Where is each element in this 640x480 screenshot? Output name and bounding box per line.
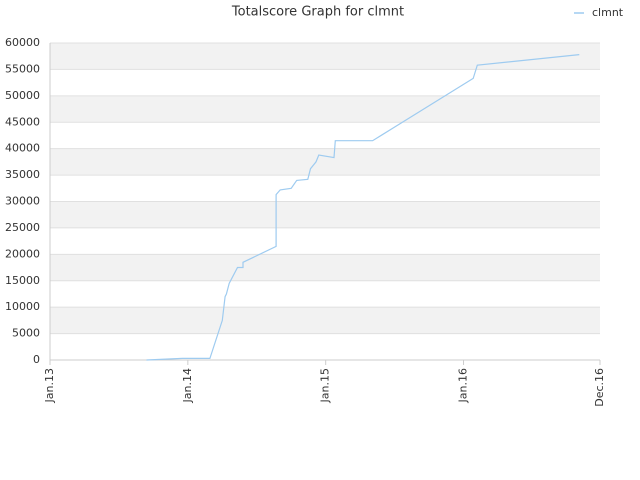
- grid-band: [50, 280, 600, 308]
- grid-band: [50, 95, 600, 123]
- y-tick-label: 0: [33, 353, 40, 366]
- y-tick-label: 15000: [5, 274, 40, 287]
- grid-band: [50, 254, 600, 281]
- y-tick-label: 40000: [5, 142, 40, 155]
- legend-label: clmnt: [592, 6, 624, 19]
- chart-title: Totalscore Graph for clmnt: [231, 5, 404, 20]
- grid-band: [50, 333, 600, 360]
- grid-band: [50, 43, 600, 70]
- y-tick-label: 55000: [5, 62, 40, 75]
- x-tick-label: Dec.16: [593, 368, 606, 407]
- x-tick-label: Jan.16: [457, 368, 470, 403]
- grid-band: [50, 227, 600, 255]
- x-tick-label: Jan.15: [319, 368, 332, 403]
- grid-band: [50, 148, 600, 176]
- grid-band: [50, 307, 600, 334]
- y-tick-label: 45000: [5, 115, 40, 128]
- y-tick-label: 30000: [5, 195, 40, 208]
- y-tick-label: 5000: [12, 327, 40, 340]
- grid-band: [50, 122, 600, 149]
- line: [146, 54, 580, 361]
- y-tick-label: 60000: [5, 36, 40, 49]
- x-tick-label: Jan.14: [181, 368, 194, 403]
- y-tick-label: 50000: [5, 89, 40, 102]
- grid-band: [50, 69, 600, 96]
- y-tick-label: 10000: [5, 300, 40, 313]
- x-tick-label: Jan.13: [43, 368, 56, 403]
- y-tick-label: 20000: [5, 247, 40, 260]
- y-tick-label: 25000: [5, 221, 40, 234]
- y-tick-label: 35000: [5, 168, 40, 181]
- grid-band: [50, 201, 600, 228]
- grid-band: [50, 175, 600, 202]
